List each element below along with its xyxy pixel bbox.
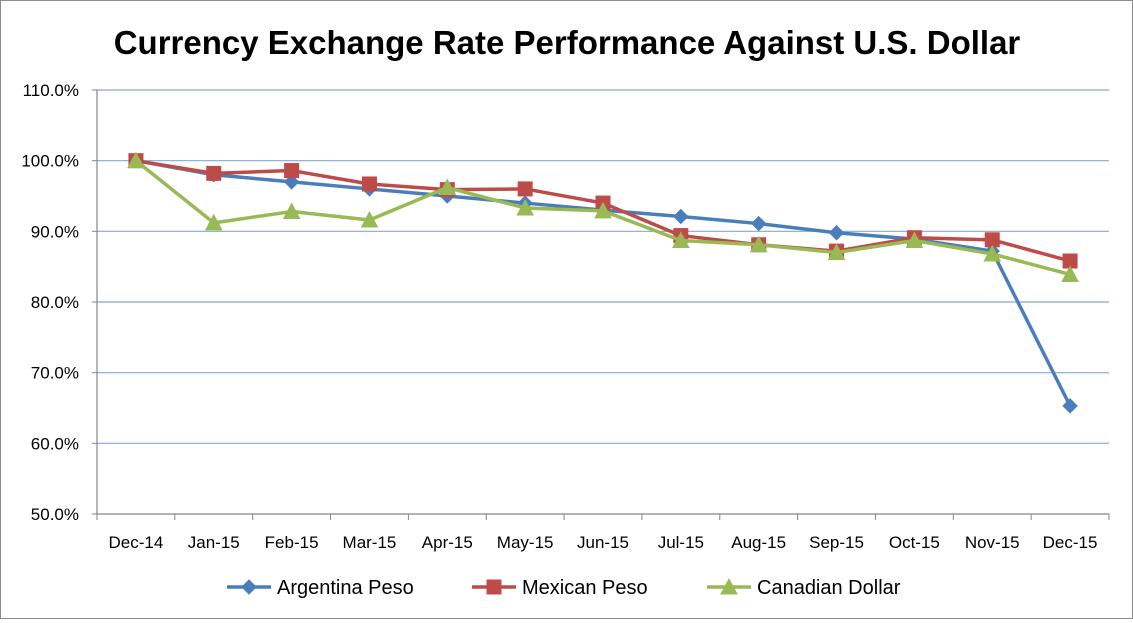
x-tick-label: Mar-15: [343, 533, 397, 552]
legend-marker: [486, 579, 502, 595]
data-point: [672, 231, 690, 249]
data-point: [204, 213, 223, 231]
x-tick-label: Nov-15: [965, 533, 1020, 552]
data-point: [984, 232, 1000, 248]
data-point: [1062, 398, 1078, 414]
x-tick-label: Jan-15: [188, 533, 240, 552]
y-tick-label: 90.0%: [31, 222, 79, 241]
x-tick-label: Dec-15: [1043, 533, 1098, 552]
data-point: [1061, 265, 1079, 282]
legend-item: Canadian Dollar: [707, 577, 901, 599]
x-tick-label: Jun-15: [577, 533, 629, 552]
gridlines: [97, 89, 1109, 444]
legend-item: Mexican Peso: [472, 577, 648, 599]
y-tick-label: 60.0%: [31, 434, 79, 453]
series-canadian-dollar: [127, 151, 1079, 282]
data-point: [438, 178, 457, 196]
x-tick-label: Aug-15: [731, 533, 786, 552]
data-point: [828, 225, 845, 241]
data-point: [284, 163, 300, 179]
y-tick-label: 100.0%: [21, 152, 79, 171]
data-point: [905, 231, 924, 249]
x-tick-label: Apr-15: [422, 533, 473, 552]
x-tick-label: Feb-15: [265, 533, 319, 552]
y-tick-label: 80.0%: [31, 293, 79, 312]
data-point: [360, 210, 379, 228]
legend-marker: [720, 577, 738, 595]
x-tick-label: Sep-15: [809, 533, 864, 552]
data-point: [594, 201, 612, 219]
y-tick-label: 110.0%: [23, 81, 79, 100]
data-point: [827, 243, 846, 261]
legend: Argentina Peso Mexican Peso Canadian Dolla…: [227, 577, 901, 599]
x-tick-label: Jul-15: [658, 533, 704, 552]
legend-label: Argentina Peso: [277, 577, 414, 599]
series-argentina-peso: [128, 152, 1078, 414]
legend-marker: [241, 579, 257, 595]
data-point: [983, 244, 1002, 262]
x-tick-label: Oct-15: [889, 533, 940, 552]
legend-item: Argentina Peso: [227, 577, 414, 599]
data-point: [127, 151, 145, 169]
series-layer: [127, 151, 1079, 414]
data-point: [282, 202, 301, 220]
y-tick-label: 50.0%: [31, 505, 79, 524]
data-point: [516, 198, 534, 216]
data-point: [749, 235, 768, 253]
data-point: [517, 181, 533, 197]
data-point: [673, 208, 689, 225]
chart-title: Currency Exchange Rate Performance Again…: [114, 24, 1021, 61]
data-point: [361, 176, 377, 192]
legend-label: Canadian Dollar: [757, 577, 901, 599]
axes: 50.0% 60.0% 70.0% 80.0% 90.0% 100.0% 110.0% Dec…: [21, 81, 1110, 552]
x-tick-label: May-15: [497, 533, 554, 552]
data-point: [283, 174, 300, 190]
y-tick-label: 70.0%: [31, 364, 79, 383]
x-tick-label: Dec-14: [109, 533, 164, 552]
legend-label: Mexican Peso: [522, 577, 648, 599]
data-point: [206, 165, 222, 181]
data-point: [750, 215, 767, 232]
